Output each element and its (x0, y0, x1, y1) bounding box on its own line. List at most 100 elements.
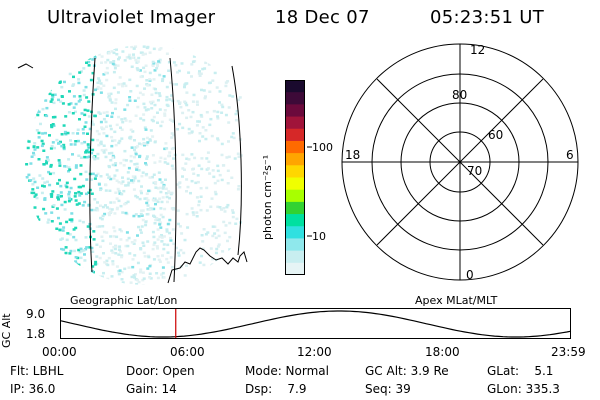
emission-pixel (63, 208, 67, 211)
emission-pixel (141, 241, 145, 244)
emission-pixel (132, 214, 136, 218)
emission-pixel (122, 164, 126, 167)
emission-pixel (43, 270, 47, 274)
emission-pixel (95, 225, 99, 228)
emission-pixel (127, 266, 131, 269)
emission-pixel (66, 276, 70, 279)
emission-pixel (150, 118, 154, 122)
emission-pixel (187, 109, 191, 112)
emission-pixel (130, 65, 134, 68)
emission-pixel (67, 158, 71, 161)
emission-pixel (102, 117, 106, 121)
emission-pixel (187, 127, 191, 131)
emission-pixel (93, 198, 97, 201)
emission-pixel (56, 182, 60, 185)
emission-pixel (141, 171, 145, 174)
emission-pixel (77, 81, 81, 85)
emission-pixel (181, 126, 185, 130)
emission-pixel (192, 93, 196, 97)
emission-pixel (131, 130, 135, 133)
emission-pixel (68, 270, 72, 273)
emission-pixel (160, 181, 164, 184)
emission-pixel (226, 169, 230, 172)
emission-pixel (164, 178, 167, 181)
emission-pixel (220, 178, 224, 182)
emission-pixel (37, 110, 41, 114)
emission-pixel (221, 263, 225, 266)
emission-pixel (204, 129, 208, 132)
emission-pixel (163, 157, 167, 161)
emission-pixel (120, 192, 124, 196)
emission-pixel (146, 84, 150, 87)
emission-pixel (176, 183, 180, 186)
emission-pixel (134, 213, 138, 216)
emission-pixel (176, 209, 180, 212)
emission-pixel (84, 121, 88, 124)
emission-pixel (61, 229, 65, 232)
emission-pixel (58, 80, 62, 83)
emission-pixel (83, 259, 87, 262)
emission-pixel (85, 47, 88, 51)
emission-pixel (224, 81, 228, 84)
emission-pixel (109, 210, 113, 214)
emission-pixel (187, 158, 191, 161)
emission-pixel (90, 192, 94, 195)
emission-pixel (232, 136, 236, 140)
emission-pixel (185, 103, 189, 107)
emission-pixel (118, 228, 122, 231)
emission-pixel (200, 88, 203, 92)
emission-pixel (156, 121, 159, 124)
emission-pixel (162, 247, 166, 251)
emission-pixel (143, 87, 146, 90)
emission-pixel (92, 230, 96, 233)
emission-pixel (123, 149, 127, 153)
emission-pixel (39, 122, 42, 126)
emission-pixel (50, 145, 54, 148)
emission-pixel (95, 206, 99, 210)
emission-pixel (40, 144, 44, 148)
emission-pixel (28, 275, 31, 278)
emission-pixel (214, 251, 218, 255)
emission-pixel (158, 108, 162, 111)
emission-pixel (79, 156, 83, 159)
emission-pixel (162, 276, 166, 279)
emission-pixel (39, 246, 43, 250)
emission-pixel (159, 213, 163, 217)
emission-pixel (218, 101, 221, 104)
emission-pixel (176, 128, 180, 131)
alt-y-bottom: 1.8 (26, 327, 46, 341)
emission-pixel (142, 244, 146, 247)
emission-pixel (104, 204, 107, 207)
emission-pixel (176, 280, 180, 283)
emission-pixel (107, 256, 111, 260)
emission-pixel (210, 134, 214, 138)
emission-pixel (151, 198, 155, 202)
emission-pixel (196, 174, 200, 177)
emission-pixel (121, 176, 124, 179)
emission-pixel (92, 238, 96, 241)
emission-pixel (191, 100, 195, 103)
emission-pixel (116, 187, 120, 191)
emission-pixel (64, 165, 68, 168)
emission-pixel (231, 95, 235, 98)
emission-pixel (35, 244, 38, 247)
emission-pixel (109, 127, 113, 131)
emission-pixel (104, 148, 108, 152)
emission-pixel (199, 47, 203, 50)
emission-pixel (76, 132, 80, 135)
emission-pixel (48, 284, 52, 285)
emission-pixel (55, 47, 59, 50)
emission-pixel (48, 71, 52, 74)
emission-pixel (36, 109, 39, 112)
emission-pixel (159, 190, 163, 194)
emission-pixel (202, 228, 206, 231)
emission-pixel (87, 60, 91, 64)
emission-pixel (154, 181, 158, 184)
emission-pixel (211, 225, 215, 228)
emission-pixel (99, 120, 103, 124)
emission-pixel (35, 103, 39, 107)
emission-pixel (192, 55, 196, 58)
emission-pixel (58, 57, 62, 61)
emission-pixel (117, 253, 121, 256)
emission-pixel (199, 187, 203, 190)
